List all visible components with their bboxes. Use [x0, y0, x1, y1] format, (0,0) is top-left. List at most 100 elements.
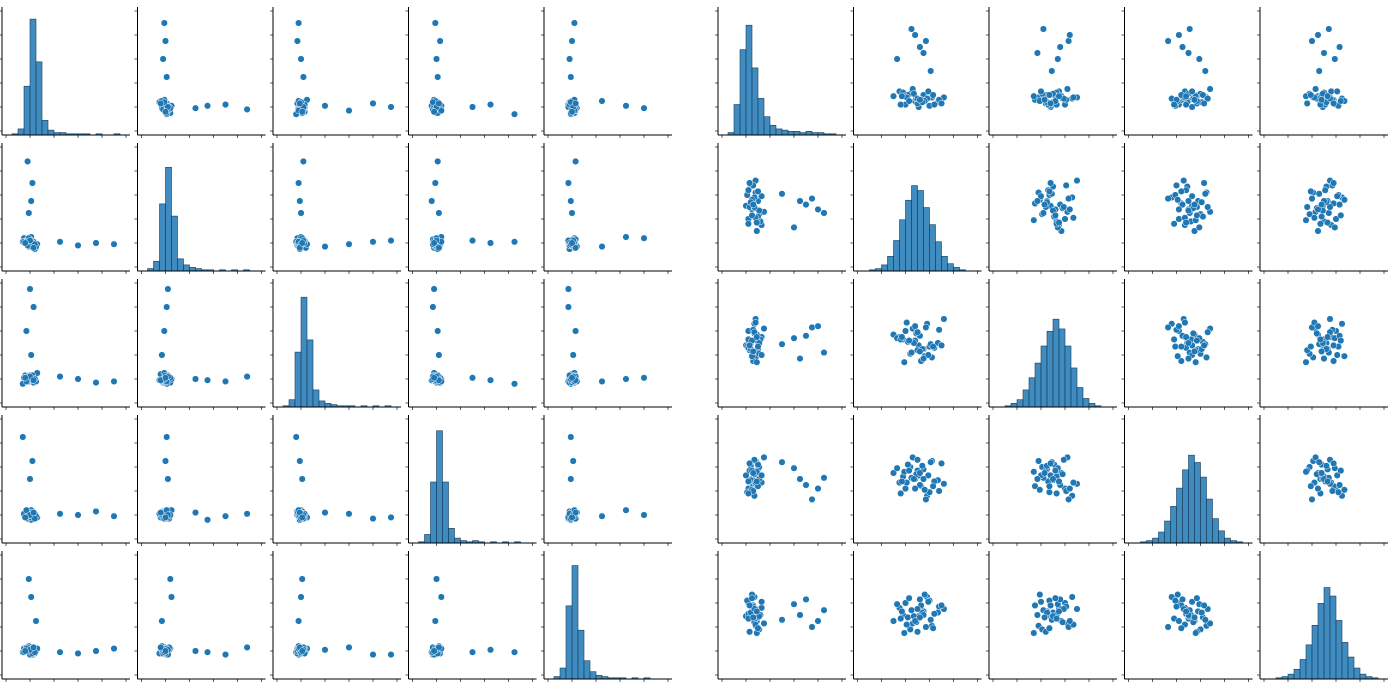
scatter-point	[814, 205, 822, 213]
scatter-point	[937, 99, 946, 107]
histogram-bar	[751, 67, 759, 136]
scatter-point	[430, 647, 438, 655]
scatter-point	[1177, 624, 1185, 632]
scatter-point	[1324, 92, 1332, 100]
scatter-point	[166, 575, 174, 583]
scatter-point	[916, 481, 924, 489]
scatter-point	[1318, 347, 1326, 355]
scatter-point	[754, 343, 762, 351]
scatter-point	[755, 207, 763, 215]
histogram-bar	[941, 256, 948, 272]
panel	[986, 415, 1117, 546]
scatter-point	[1201, 190, 1209, 198]
histogram-bar	[1194, 462, 1201, 544]
scatter-point	[1182, 333, 1190, 341]
scatter-point	[1337, 467, 1345, 475]
scatter-point	[1045, 482, 1053, 490]
scatter-point	[26, 285, 34, 293]
scatter-point	[918, 462, 926, 470]
histogram-bar	[436, 430, 443, 544]
scatter-point	[742, 471, 750, 479]
scatter-point	[22, 327, 30, 335]
scatter-point	[1059, 470, 1067, 478]
scatter-point	[1330, 341, 1338, 349]
scatter-point	[431, 19, 439, 27]
scatter-point	[1047, 601, 1055, 609]
scatter-point	[760, 325, 768, 333]
scatter-point	[1320, 355, 1328, 363]
histogram-bar	[312, 389, 320, 408]
scatter-point	[74, 649, 82, 657]
scatter-point	[778, 458, 786, 466]
scatter-point	[321, 102, 329, 110]
scatter-point	[1332, 215, 1340, 223]
scatter-point	[1330, 99, 1338, 107]
histogram-bar	[1359, 673, 1367, 680]
histogram-bar	[1305, 644, 1313, 680]
scatter-point	[1031, 482, 1039, 490]
scatter-point	[1055, 607, 1063, 615]
scatter-point	[369, 515, 377, 523]
scatter-point	[814, 485, 822, 493]
scatter-point	[1192, 629, 1200, 637]
scatter-point	[1069, 93, 1077, 101]
panel	[405, 7, 537, 138]
scatter-point	[796, 197, 804, 205]
panel	[134, 415, 266, 546]
scatter-point	[161, 647, 170, 655]
panel	[850, 551, 982, 682]
histogram-bar	[781, 129, 789, 136]
scatter-point	[1202, 353, 1211, 361]
scatter-point	[753, 219, 761, 227]
panel	[1121, 143, 1253, 274]
scatter-point	[1171, 343, 1179, 351]
scatter-point	[1062, 181, 1070, 189]
panel	[715, 7, 846, 138]
histogram-bar	[805, 131, 813, 136]
scatter-point	[1055, 92, 1063, 100]
scatter-point	[905, 594, 913, 602]
scatter-point	[913, 328, 922, 336]
scatter-point	[1307, 482, 1315, 490]
scatter-point	[1324, 333, 1332, 341]
scatter-point	[295, 179, 303, 187]
scatter-point	[1333, 87, 1341, 95]
scatter-point	[298, 513, 306, 521]
scatter-point	[564, 303, 572, 311]
scatter-point	[753, 477, 761, 485]
scatter-point	[1302, 468, 1310, 476]
scatter-point	[221, 377, 230, 385]
scatter-point	[898, 333, 906, 341]
scatter-point	[622, 375, 630, 383]
scatter-point	[1189, 329, 1197, 337]
histogram-bar	[171, 215, 178, 272]
scatter-point	[160, 327, 168, 335]
scatter-point	[622, 233, 630, 241]
scatter-point	[298, 108, 306, 116]
scatter-point	[1330, 179, 1338, 187]
scatter-point	[796, 475, 804, 483]
histogram-bar	[953, 267, 960, 272]
histogram-bar	[577, 629, 585, 680]
scatter-point	[27, 593, 35, 601]
scatter-point	[1066, 31, 1074, 39]
scatter-point	[1056, 43, 1064, 51]
scatter-point	[567, 197, 575, 205]
scatter-point	[298, 475, 306, 483]
scatter-point	[753, 607, 761, 615]
scatter-point	[778, 190, 786, 198]
panel	[850, 415, 982, 546]
histogram-bar	[442, 481, 449, 544]
histogram-bar	[1299, 659, 1307, 680]
scatter-point	[158, 351, 166, 359]
scatter-point	[1184, 339, 1193, 347]
panel	[541, 415, 672, 546]
histogram-bar	[1353, 667, 1361, 680]
scatter-point	[796, 355, 804, 363]
panel	[270, 7, 401, 138]
histogram-bar	[183, 264, 190, 272]
scatter-point	[431, 179, 439, 187]
scatter-point	[203, 648, 212, 656]
scatter-point	[321, 243, 329, 251]
scatter-point	[1314, 227, 1322, 235]
